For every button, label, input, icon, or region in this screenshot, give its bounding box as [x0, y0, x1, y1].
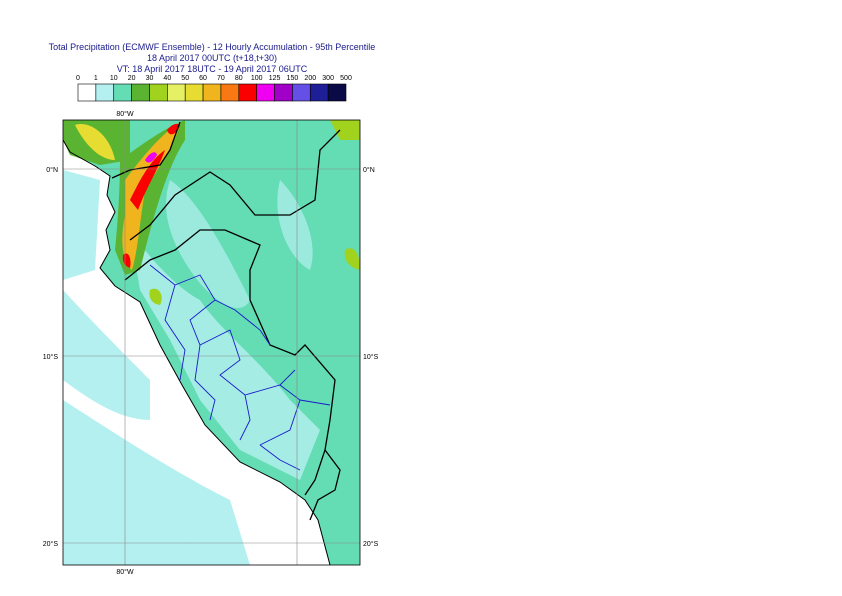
legend-label: 500: [340, 75, 352, 82]
light-precip: [130, 230, 320, 480]
legend-swatch: [131, 83, 150, 102]
legend-label: 20: [128, 75, 136, 82]
legend-label: 10: [110, 75, 118, 82]
country-borders: [111, 121, 341, 521]
legend-swatch: [256, 83, 275, 102]
legend-label: 1: [94, 75, 98, 82]
legend-swatch: [184, 83, 204, 102]
legend-label: 300: [322, 75, 334, 82]
legend-swatch: [95, 83, 115, 102]
light-precip: [166, 180, 313, 309]
legend-swatch: [292, 83, 311, 102]
legend-label: 100: [251, 75, 263, 82]
lat-label: 0°N: [363, 166, 375, 174]
legend-swatch: [238, 83, 257, 102]
ocean-precip: [63, 170, 250, 565]
legend-swatch: [77, 83, 97, 102]
lat-labels: 0°N 10°S 20°S 0°N 10°S 20°S: [43, 166, 379, 548]
region-borders: [149, 264, 331, 471]
legend-label: 40: [163, 75, 171, 82]
border: [111, 121, 341, 521]
lat-label: 10°S: [43, 353, 59, 361]
legend-swatch: [309, 83, 329, 102]
legend-swatch: [327, 83, 347, 102]
extreme-precip: [145, 152, 157, 163]
legend-label: 0: [76, 75, 80, 82]
lat-label: 20°S: [363, 540, 379, 548]
legend-swatch: [149, 83, 168, 102]
legend-label: 30: [146, 75, 154, 82]
lon-label: 80°W: [116, 568, 134, 576]
map-frame: [62, 119, 361, 566]
legend-label: 150: [287, 75, 299, 82]
legend-label: 50: [181, 75, 189, 82]
legend-swatch: [220, 83, 240, 102]
legend-swatch: [202, 83, 222, 102]
lat-label: 0°N: [46, 166, 58, 174]
valid-time: VT: 18 April 2017 18UTC - 19 April 2017 …: [117, 64, 308, 74]
legend-label: 60: [199, 75, 207, 82]
map: [63, 120, 360, 565]
region: [149, 264, 331, 471]
ocean-precip: [63, 455, 200, 565]
coastline: [63, 139, 331, 565]
legend-swatch: [113, 83, 132, 102]
legend-label: 80: [235, 75, 243, 82]
title: Total Precipitation (ECMWF Ensemble) - 1…: [49, 42, 376, 52]
legend: 0 1 10 20 30 40 50 60 70 80 100 125 150 200 300 500: [76, 75, 352, 102]
base-time: 18 April 2017 00UTC (t+18,t+30): [147, 53, 277, 63]
graticule: [63, 120, 360, 565]
coast: [63, 139, 331, 565]
legend-label: 200: [304, 75, 316, 82]
legend-label: 70: [217, 75, 225, 82]
legend-label: 125: [269, 75, 281, 82]
lat-label: 10°S: [363, 353, 379, 361]
legend-swatch: [274, 83, 293, 102]
legend-swatch: [167, 83, 186, 102]
extreme-precip: [122, 123, 180, 268]
lon-label: 80°W: [116, 110, 134, 118]
heavy-precip: [75, 124, 115, 160]
lat-label: 20°S: [43, 540, 59, 548]
heavy-precip: [122, 122, 180, 270]
